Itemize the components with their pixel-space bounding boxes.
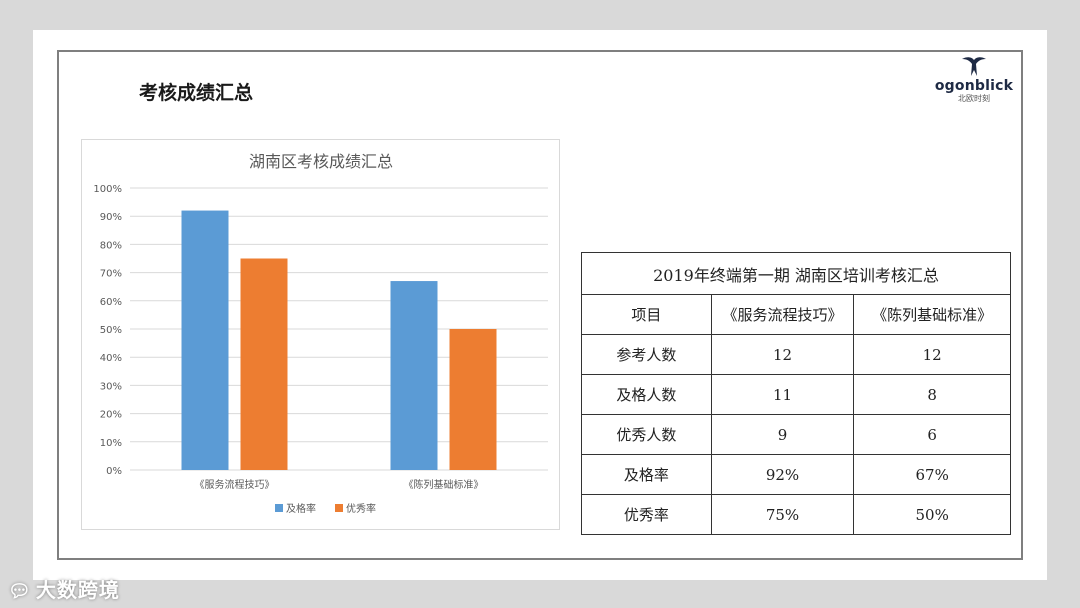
table-header-row: 项目 《服务流程技巧》 《陈列基础标准》: [581, 294, 1011, 335]
table-cell: 参考人数: [581, 334, 712, 375]
summary-table-container: 2019年终端第一期 湖南区培训考核汇总 项目 《服务流程技巧》 《陈列基础标准…: [581, 252, 1011, 535]
speech-bubble-icon: 💬︎: [8, 581, 32, 602]
y-tick-label: 70%: [100, 269, 122, 280]
table-header-cell: 《服务流程技巧》: [710, 294, 855, 335]
table-cell: 92%: [710, 454, 855, 495]
bar-pass-rate: [181, 210, 229, 470]
watermark-text: 大数跨境: [35, 578, 120, 602]
summary-table: 2019年终端第一期 湖南区培训考核汇总 项目 《服务流程技巧》 《陈列基础标准…: [581, 252, 1011, 535]
y-tick-label: 10%: [100, 438, 122, 449]
table-row: 及格率 92% 67%: [581, 454, 1011, 495]
table-caption: 2019年终端第一期 湖南区培训考核汇总: [581, 252, 1011, 295]
bar-excellent-rate: [240, 258, 288, 470]
y-tick-label: 60%: [100, 297, 122, 308]
y-tick-label: 100%: [93, 184, 122, 195]
legend-label: 及格率: [286, 502, 316, 515]
logo-subtitle: 北欧时刻: [958, 94, 990, 103]
y-tick-label: 20%: [100, 410, 122, 421]
slide-frame: 考核成绩汇总 ogonblick 北欧时刻 湖南区考核成绩汇总 0% 10% 20% 3…: [57, 50, 1023, 560]
brand-logo: ogonblick 北欧时刻: [929, 56, 1019, 110]
chart-title: 湖南区考核成绩汇总: [249, 152, 393, 171]
table-cell: 75%: [710, 494, 855, 535]
table-cell: 8: [853, 374, 1011, 415]
legend-swatch: [335, 504, 343, 512]
bar-chart: 湖南区考核成绩汇总 0% 10% 20% 30% 40% 50% 60% 70% 80% 90% 10…: [81, 139, 560, 530]
table-header-cell: 《陈列基础标准》: [853, 294, 1011, 335]
legend-label: 优秀率: [346, 502, 376, 515]
logo-wordmark: ogonblick: [934, 78, 1014, 94]
table-cell: 及格人数: [581, 374, 712, 415]
table-row: 及格人数 11 8: [581, 374, 1011, 415]
table-cell: 12: [853, 334, 1011, 375]
table-cell: 优秀率: [581, 494, 712, 535]
bar-pass-rate: [390, 281, 438, 470]
table-row: 优秀人数 9 6: [581, 414, 1011, 455]
table-cell: 11: [710, 374, 855, 415]
table-cell: 67%: [853, 454, 1011, 495]
table-header-cell: 项目: [581, 294, 712, 335]
bar-excellent-rate: [449, 329, 497, 470]
table-cell: 优秀人数: [581, 414, 712, 455]
y-tick-label: 30%: [100, 381, 122, 392]
table-cell: 12: [710, 334, 855, 375]
y-tick-label: 90%: [100, 212, 122, 223]
table-row: 优秀率 75% 50%: [581, 494, 1011, 535]
x-tick-label: 《服务流程技巧》: [195, 478, 275, 491]
y-tick-label: 40%: [100, 353, 122, 364]
legend-swatch: [275, 504, 283, 512]
table-row: 参考人数 12 12: [581, 334, 1011, 375]
table-cell: 9: [710, 414, 855, 455]
x-tick-label: 《陈列基础标准》: [404, 478, 484, 491]
swallow-icon: [962, 57, 986, 76]
table-caption-row: 2019年终端第一期 湖南区培训考核汇总: [581, 252, 1011, 295]
y-tick-label: 50%: [100, 325, 122, 336]
bar-chart-canvas: 湖南区考核成绩汇总 0% 10% 20% 30% 40% 50% 60% 70% 80% 90% 10…: [93, 152, 548, 515]
table-cell: 50%: [853, 494, 1011, 535]
slide: 考核成绩汇总 ogonblick 北欧时刻 湖南区考核成绩汇总 0% 10% 20% 3…: [33, 30, 1047, 580]
table-cell: 及格率: [581, 454, 712, 495]
y-tick-label: 80%: [100, 240, 122, 251]
page-title: 考核成绩汇总: [139, 82, 254, 104]
y-tick-label: 0%: [106, 466, 122, 477]
table-cell: 6: [853, 414, 1011, 455]
watermark: 💬︎ 大数跨境: [8, 574, 120, 603]
